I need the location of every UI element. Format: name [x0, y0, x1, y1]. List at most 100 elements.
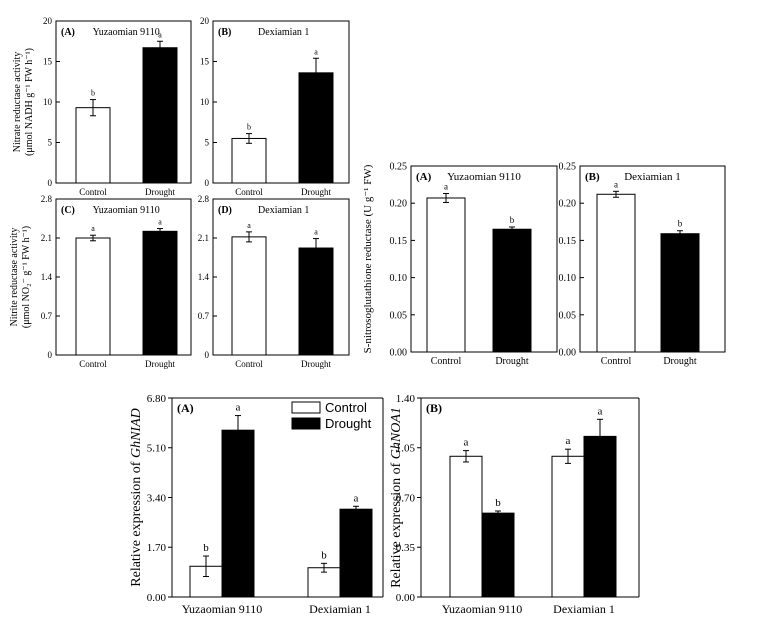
y-tick-label: 0.7 [41, 311, 53, 321]
y-tick-label: 0.05 [559, 310, 577, 321]
panel-label: (D) [218, 205, 232, 216]
y-tick-label: 1.4 [41, 272, 53, 282]
significance-letter: a [236, 402, 241, 414]
y-tick-label: 0.10 [559, 273, 577, 284]
panel-title: Yuzaomian 9110 [447, 171, 521, 183]
y-tick-label: 0 [48, 350, 53, 360]
panel-label: (C) [61, 205, 75, 216]
y-tick-label: 5 [205, 138, 210, 148]
panel-label: (B) [218, 27, 231, 38]
panel-label: (B) [585, 171, 600, 183]
y-tick-label: 0 [205, 178, 210, 188]
y-tick-label: 0.15 [559, 236, 577, 247]
y-tick-label: 2.8 [41, 194, 53, 204]
x-tick-label: Drought [301, 359, 331, 369]
significance-letter: b [321, 549, 327, 561]
y-tick-label: 0.00 [559, 348, 577, 359]
x-tick-label: Drought [301, 187, 331, 197]
panel-label: (A) [61, 27, 75, 38]
y-tick-label: 1.40 [396, 393, 416, 405]
y-tick-label: 0 [205, 350, 210, 360]
y-axis-label: (μmol NO₂⁻ g⁻¹ FW h⁻¹) [21, 226, 32, 328]
panel-title: Dexiamian 1 [258, 27, 309, 38]
y-axis-label-prefix: Relative expression of [129, 458, 144, 587]
panel-title: Dexiamian 1 [258, 205, 309, 216]
significance-letter: a [598, 405, 603, 417]
x-tick-label: Control [235, 359, 263, 369]
x-tick-label: Control [601, 356, 632, 367]
significance-letter: b [495, 497, 501, 509]
y-tick-label: 0.05 [390, 310, 408, 321]
plot-frame [410, 165, 558, 353]
significance-letter: a [91, 224, 95, 233]
y-axis-label-gene: GhNOA1 [389, 407, 404, 459]
x-tick-label: Drought [495, 356, 529, 367]
y-tick-label: 0.70 [396, 492, 416, 504]
significance-letter: a [247, 221, 251, 230]
y-tick-label: 0.10 [390, 273, 408, 284]
y-tick-label: 1.05 [396, 443, 416, 455]
chart-panel-nr-yuzao: 0 5 10 15 20 (A) Yuzaomian 9110 Nitrate reducta… [12, 16, 192, 197]
panel-title: Yuzaomian 9110 [93, 205, 160, 216]
significance-letter: a [158, 218, 162, 227]
y-tick-label: 3.40 [147, 492, 167, 504]
chart-panel-nir-yuzao: 0 0.7 1.4 2.1 2.8 (C) Yuzaomian 9110 Nitrite re… [9, 194, 192, 369]
y-tick-label: 0.00 [147, 592, 167, 604]
bar-drought [142, 47, 178, 184]
y-tick-label: 10 [200, 97, 210, 107]
bar-drought [481, 512, 515, 598]
bar-control [426, 197, 466, 353]
y-tick-label: 2.1 [41, 233, 52, 243]
panel-title: Dexiamian 1 [624, 171, 681, 183]
significance-letter: b [510, 215, 515, 225]
plot-frame [579, 165, 726, 353]
y-tick-label: 0.25 [390, 162, 408, 173]
bar-control [231, 137, 267, 184]
bar-drought [221, 429, 255, 598]
y-tick-label: 0.15 [390, 236, 408, 247]
y-axis-label: S-nitrosoglutathione reductase (U g⁻¹ FW… [362, 164, 374, 353]
y-tick-label: 2.1 [198, 233, 209, 243]
bar-drought [298, 247, 334, 356]
y-tick-label: 1.70 [147, 542, 167, 554]
y-axis-label: Nitrite reductase activity [9, 228, 20, 327]
y-tick-label: 1.4 [198, 272, 210, 282]
bar-drought [583, 435, 617, 598]
x-tick-label: Control [431, 356, 462, 367]
bar-control [75, 237, 111, 356]
y-axis-label-gene: GhNIAD [129, 408, 144, 458]
y-tick-label: 0 [48, 178, 53, 188]
y-tick-label: 20 [200, 16, 210, 26]
bar-drought [660, 233, 700, 353]
x-tick-label: Control [79, 359, 107, 369]
x-tick-label: Yuzaomian 9110 [442, 602, 523, 616]
y-tick-label: 0.20 [559, 199, 577, 210]
chart-panel-ghnoa1: 0.00 0.35 0.70 1.05 1.40 (B) Relative expressi… [389, 393, 640, 616]
significance-letter: a [158, 30, 162, 39]
bar-control [551, 455, 585, 598]
legend-swatch-drought [291, 417, 321, 430]
chart-panel-nir-dexia: 0 0.7 1.4 2.1 2.8 (D) Dexiamian 1 a Control a Drou… [198, 194, 350, 369]
significance-letter: a [614, 179, 618, 189]
chart-panel-gsnor-yuzao: 0.00 0.05 0.10 0.15 0.20 0.25 (A) Yuzaomian 911… [362, 162, 558, 367]
panel-title: Yuzaomian 9110 [93, 27, 160, 38]
x-tick-label: Control [79, 187, 107, 197]
significance-letter: a [444, 182, 448, 192]
bar-drought [142, 230, 178, 356]
bar-drought [492, 228, 532, 353]
y-axis-label: (μmol NADH g⁻¹ FW h⁻¹) [24, 48, 35, 156]
y-tick-label: 0.25 [559, 162, 577, 173]
y-tick-label: 0.00 [390, 348, 408, 359]
y-tick-label: 0.20 [390, 199, 408, 210]
panel-label: (A) [416, 171, 432, 183]
x-tick-label: Dexiamian 1 [309, 602, 371, 616]
significance-letter: a [314, 228, 318, 237]
y-tick-label: 15 [43, 57, 53, 67]
legend-swatch-control [291, 401, 321, 414]
significance-letter: b [91, 89, 95, 98]
bar-control [75, 107, 111, 184]
y-axis-label-prefix: Relative expression of [389, 459, 404, 588]
significance-letter: a [354, 492, 359, 504]
